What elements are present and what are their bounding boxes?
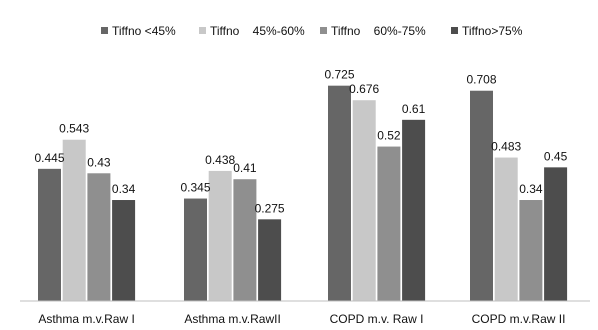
bar-2-3 [233, 179, 257, 301]
legend-swatch-1 [101, 27, 108, 34]
bar-2-4 [258, 219, 282, 301]
bar-3-2 [352, 100, 376, 301]
legend-swatch-3 [320, 27, 327, 34]
data-label-3-2: 0.676 [349, 82, 379, 96]
data-label-1-1: 0.445 [34, 151, 64, 165]
bar-4-3 [519, 200, 543, 301]
bar-3-4 [402, 119, 426, 301]
category-label-1: Asthma m.v.Raw I [38, 312, 134, 326]
legend-label-1: Tiffno <45% [112, 24, 176, 38]
bar-4-2 [494, 157, 518, 301]
category-label-3: COPD m.v. Raw I [330, 312, 424, 326]
bar-4-4 [544, 167, 568, 301]
data-label-2-3: 0.41 [233, 161, 257, 175]
category-label-4: COPD m.v.Raw II [472, 312, 566, 326]
data-label-3-3: 0.52 [377, 129, 401, 143]
legend-label-4: Tiffno>75% [462, 24, 523, 38]
data-label-4-3: 0.34 [519, 182, 543, 196]
bar-1-4 [112, 200, 136, 301]
data-label-2-1: 0.345 [180, 181, 210, 195]
data-label-1-2: 0.543 [59, 122, 89, 136]
legend: Tiffno <45% Tiffno 45%-60% Tiffno 60%-75% T… [101, 24, 523, 38]
category-labels-group: Asthma m.v.Raw I Asthma m.v.RawII COPD m.v… [38, 312, 565, 326]
data-label-3-1: 0.725 [324, 68, 354, 82]
bar-3-1 [328, 85, 351, 301]
data-label-2-4: 0.275 [255, 201, 285, 215]
data-label-4-1: 0.708 [466, 73, 496, 87]
legend-label-2: Tiffno 45%-60% [210, 24, 305, 38]
bar-2-1 [184, 198, 207, 301]
bars-group [38, 85, 568, 301]
bar-1-3 [87, 173, 111, 301]
category-label-2: Asthma m.v.RawII [184, 312, 280, 326]
legend-swatch-4 [451, 27, 458, 34]
data-label-2-2: 0.438 [205, 153, 235, 167]
bar-3-3 [377, 146, 401, 301]
bar-1-2 [62, 139, 86, 301]
data-label-4-2: 0.483 [491, 140, 521, 154]
bar-2-2 [208, 170, 232, 301]
bar-1-1 [38, 168, 61, 301]
bar-4-1 [470, 90, 493, 301]
legend-swatch-2 [199, 27, 206, 34]
data-label-4-4: 0.45 [544, 149, 568, 163]
data-label-1-3: 0.43 [87, 155, 111, 169]
data-label-3-4: 0.61 [402, 102, 426, 116]
data-label-1-4: 0.34 [112, 182, 136, 196]
legend-label-3: Tiffno 60%-75% [331, 24, 426, 38]
